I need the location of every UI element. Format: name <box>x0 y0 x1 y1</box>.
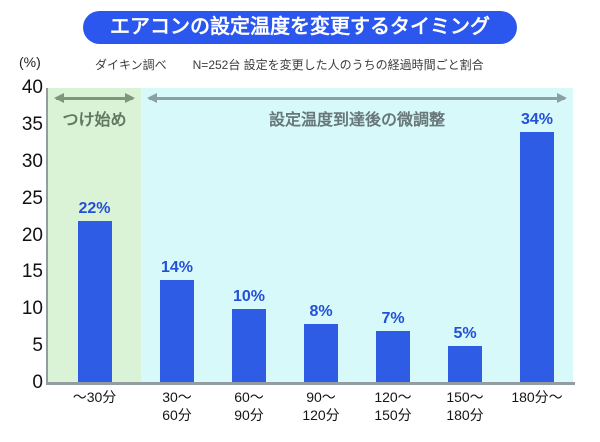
x-tick-label-line: 90分 <box>234 406 264 423</box>
x-tick-label: 180分〜 <box>497 389 577 407</box>
region-fine-adjustment-label: 設定温度到達後の微調整 <box>268 112 445 129</box>
bar-〜30分 <box>77 220 112 383</box>
x-tick-label-line: 180分 <box>446 406 484 423</box>
y-axis-line <box>46 88 48 384</box>
x-tick-label: 〜30分 <box>55 389 135 407</box>
x-axis-line <box>46 382 575 385</box>
x-tick-label-line: 30〜 <box>162 389 192 405</box>
bar-30〜60分 <box>160 279 194 383</box>
x-tick-label-line: 60〜 <box>234 389 264 405</box>
y-tick-label: 10 <box>21 298 43 320</box>
page-title: エアコンの設定温度を変更するタイミング <box>83 11 517 44</box>
x-tick-label-line: 120〜 <box>374 389 412 405</box>
x-tick-label-line: 150〜 <box>446 389 484 405</box>
double-arrow-icon <box>147 93 567 102</box>
bar-60〜90分 <box>232 309 266 383</box>
bar-value-label: 34% <box>520 111 554 129</box>
double-arrow-icon <box>54 93 135 102</box>
bar-value-label: 22% <box>78 199 111 217</box>
region-fine-adjustment: 設定温度到達後の微調整 <box>141 88 573 383</box>
bar-150〜180分 <box>448 346 482 383</box>
y-tick-label: 15 <box>21 261 43 283</box>
y-tick-label: 40 <box>21 77 43 98</box>
region-startup-label: つけ始め <box>62 112 127 129</box>
x-tick-label-line: 90〜 <box>306 389 336 405</box>
x-tick-label-line: 150分 <box>374 406 412 423</box>
bar-value-label: 5% <box>453 325 477 343</box>
y-tick-label: 35 <box>21 113 43 135</box>
x-tick-label: 90〜 120分 <box>281 389 361 424</box>
y-tick-label: 5 <box>32 335 43 357</box>
y-tick-label: 20 <box>21 224 43 246</box>
y-tick-label: 30 <box>21 150 43 172</box>
x-tick-label: 150〜 180分 <box>425 389 505 424</box>
y-tick-label: 25 <box>21 187 43 209</box>
survey-source: ダイキン調べ <box>95 58 167 72</box>
bar-value-label: 8% <box>309 303 333 320</box>
x-tick-label: 30〜 60分 <box>137 389 217 424</box>
x-tick-label: 60〜 90分 <box>209 389 289 424</box>
bar-value-label: 14% <box>160 258 194 276</box>
bar-value-label: 10% <box>232 288 266 306</box>
x-tick-label-line: 60分 <box>162 406 192 423</box>
x-tick-label: 120〜 150分 <box>353 389 433 424</box>
bar-180分〜 <box>520 132 554 383</box>
bar-120〜150分 <box>376 331 410 383</box>
x-tick-label-line: 〜30分 <box>72 389 117 405</box>
sample-note: N=252台 設定を変更した人のうちの経過時間ごと割合 <box>192 58 484 72</box>
plot-area: つけ始め 設定温度到達後の微調整 22% 14% 10% 8% 7% 5% 34% <box>48 88 573 383</box>
y-tick-label: 0 <box>32 372 43 393</box>
bar-90〜120分 <box>304 324 338 383</box>
chart-subtitle: ダイキン調べ N=252台 設定を変更した人のうちの経過時間ごと割合 <box>95 56 484 73</box>
y-axis-unit-label: (%) <box>19 54 41 70</box>
bar-value-label: 7% <box>381 310 405 328</box>
x-tick-label-line: 120分 <box>302 406 340 423</box>
x-tick-label-line: 180分〜 <box>511 389 563 405</box>
